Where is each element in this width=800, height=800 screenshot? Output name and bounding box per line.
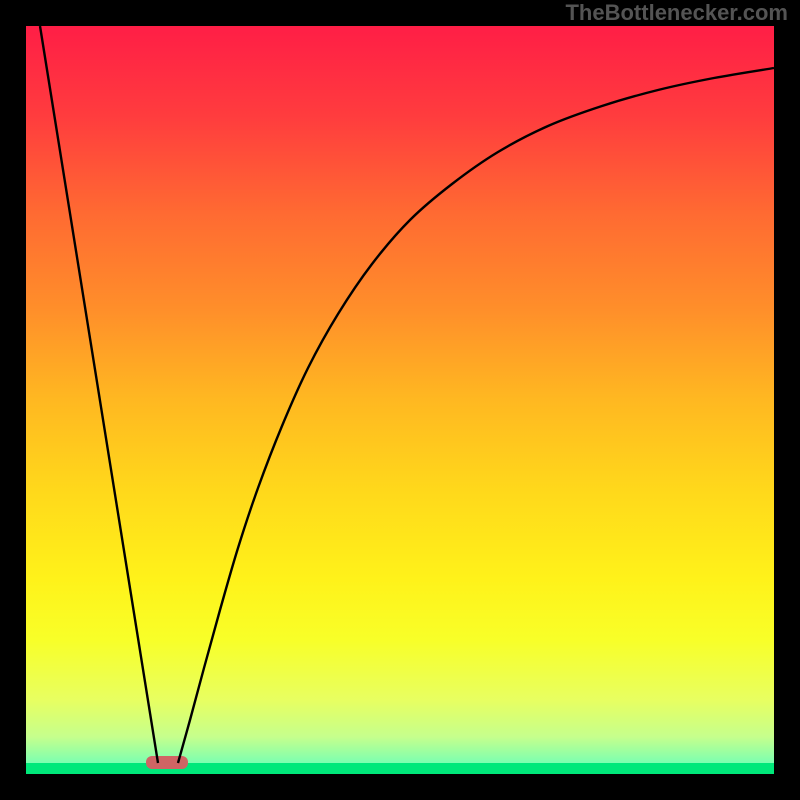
optimal-zone-strip (26, 763, 774, 774)
watermark-text: TheBottlenecker.com (565, 0, 788, 26)
chart-border-right (774, 0, 800, 800)
chart-border-bottom (0, 774, 800, 800)
chart-border-left (0, 0, 26, 800)
chart-gradient-background (26, 26, 774, 774)
current-position-marker (146, 756, 188, 769)
bottleneck-chart: TheBottlenecker.com (0, 0, 800, 800)
